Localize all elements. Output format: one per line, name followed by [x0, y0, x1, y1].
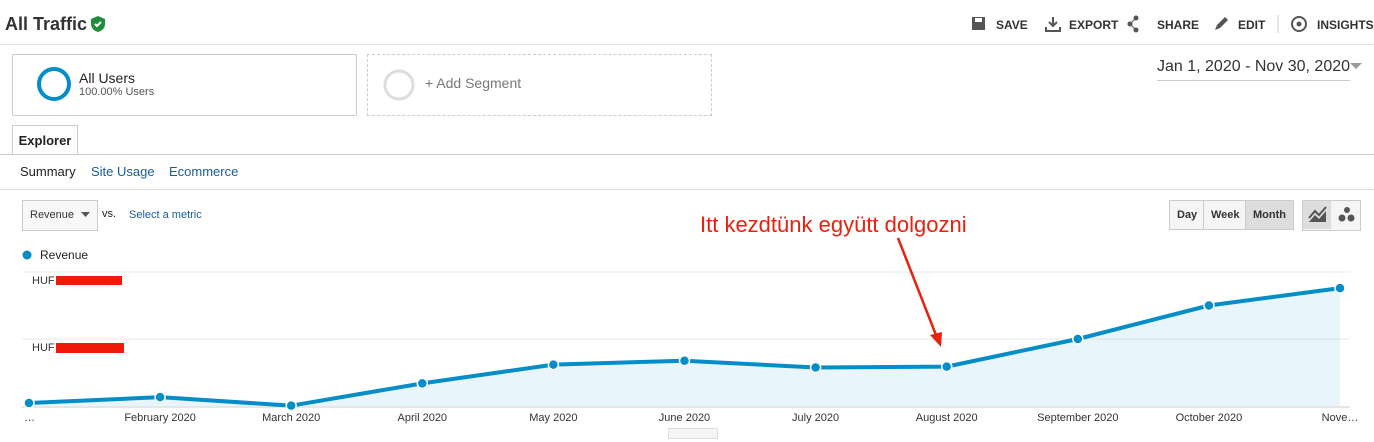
- metric-select-label: Revenue: [30, 209, 75, 221]
- share-button[interactable]: SHARE: [1157, 18, 1200, 32]
- divider: [0, 44, 1374, 45]
- subtab[interactable]: Summary: [20, 164, 76, 179]
- export-button[interactable]: EXPORT: [1069, 18, 1119, 32]
- point: [678, 354, 691, 367]
- add-segment-card[interactable]: [367, 54, 712, 116]
- insights-button[interactable]: INSIGHTS: [1317, 18, 1374, 32]
- legend-dot: [22, 250, 32, 260]
- point: [1072, 333, 1084, 345]
- x-tick-label: September 2020: [1037, 412, 1118, 424]
- point: [1203, 299, 1215, 312]
- explorer-tab[interactable]: Explorer: [12, 125, 78, 155]
- segment-detail: 100.00% Users: [79, 86, 155, 98]
- verified-icon: [91, 16, 105, 32]
- edit-button[interactable]: EDIT: [1238, 18, 1266, 32]
- segment-ring: [37, 67, 71, 101]
- x-tick-label: October 2020: [1176, 412, 1243, 424]
- point: [809, 361, 822, 374]
- point: [1334, 282, 1346, 294]
- y-tick-label: HUF: [32, 275, 55, 287]
- chart-type-icons: [1303, 201, 1355, 229]
- x-tick-label: February 2020: [124, 412, 196, 424]
- action-icons: [972, 15, 1307, 33]
- x-tick-label: August 2020: [916, 412, 978, 424]
- day-button[interactable]: Day: [1169, 200, 1206, 230]
- x-tick-label: May 2020: [529, 412, 577, 424]
- redaction: [56, 276, 122, 285]
- subtab[interactable]: Site Usage: [91, 164, 155, 179]
- month-button[interactable]: Month: [1245, 200, 1294, 230]
- point: [940, 360, 953, 373]
- arrow-head: [930, 332, 942, 347]
- divider: [0, 189, 1374, 190]
- x-tick-label: …: [24, 412, 35, 424]
- point: [23, 397, 35, 409]
- week-button[interactable]: Week: [1203, 200, 1248, 230]
- x-tick-label: Nove…: [1322, 412, 1359, 424]
- annotation-arrow: [896, 237, 938, 336]
- vs-label: vs.: [102, 208, 117, 220]
- point: [416, 377, 429, 390]
- annotation: Itt kezdtünk együtt dolgozni: [700, 212, 967, 237]
- resize-handle[interactable]: [668, 428, 718, 439]
- point: [154, 391, 166, 403]
- divider: [0, 154, 1374, 155]
- dropdown-caret: [1350, 63, 1362, 69]
- add-segment-ring: [383, 69, 415, 101]
- select-caret: [81, 212, 90, 217]
- redaction: [56, 343, 124, 353]
- segment-name: All Users: [79, 70, 136, 86]
- point: [285, 399, 297, 412]
- x-tick-label: June 2020: [659, 412, 710, 424]
- area: [29, 288, 1340, 406]
- select-metric[interactable]: Select a metric: [129, 209, 202, 221]
- legend-label: Revenue: [40, 248, 88, 262]
- x-tick-label: July 2020: [792, 412, 839, 424]
- y-tick-label: HUF: [32, 342, 55, 354]
- x-tick-label: April 2020: [398, 412, 448, 424]
- add-segment[interactable]: + Add Segment: [425, 75, 522, 91]
- date-range[interactable]: Jan 1, 2020 - Nov 30, 2020: [1157, 58, 1351, 81]
- save-button[interactable]: SAVE: [996, 18, 1028, 32]
- x-tick-label: March 2020: [262, 412, 320, 424]
- subtab[interactable]: Ecommerce: [169, 164, 239, 179]
- segment-card[interactable]: [12, 54, 357, 116]
- point: [547, 358, 560, 371]
- page-title: All Traffic: [5, 14, 88, 34]
